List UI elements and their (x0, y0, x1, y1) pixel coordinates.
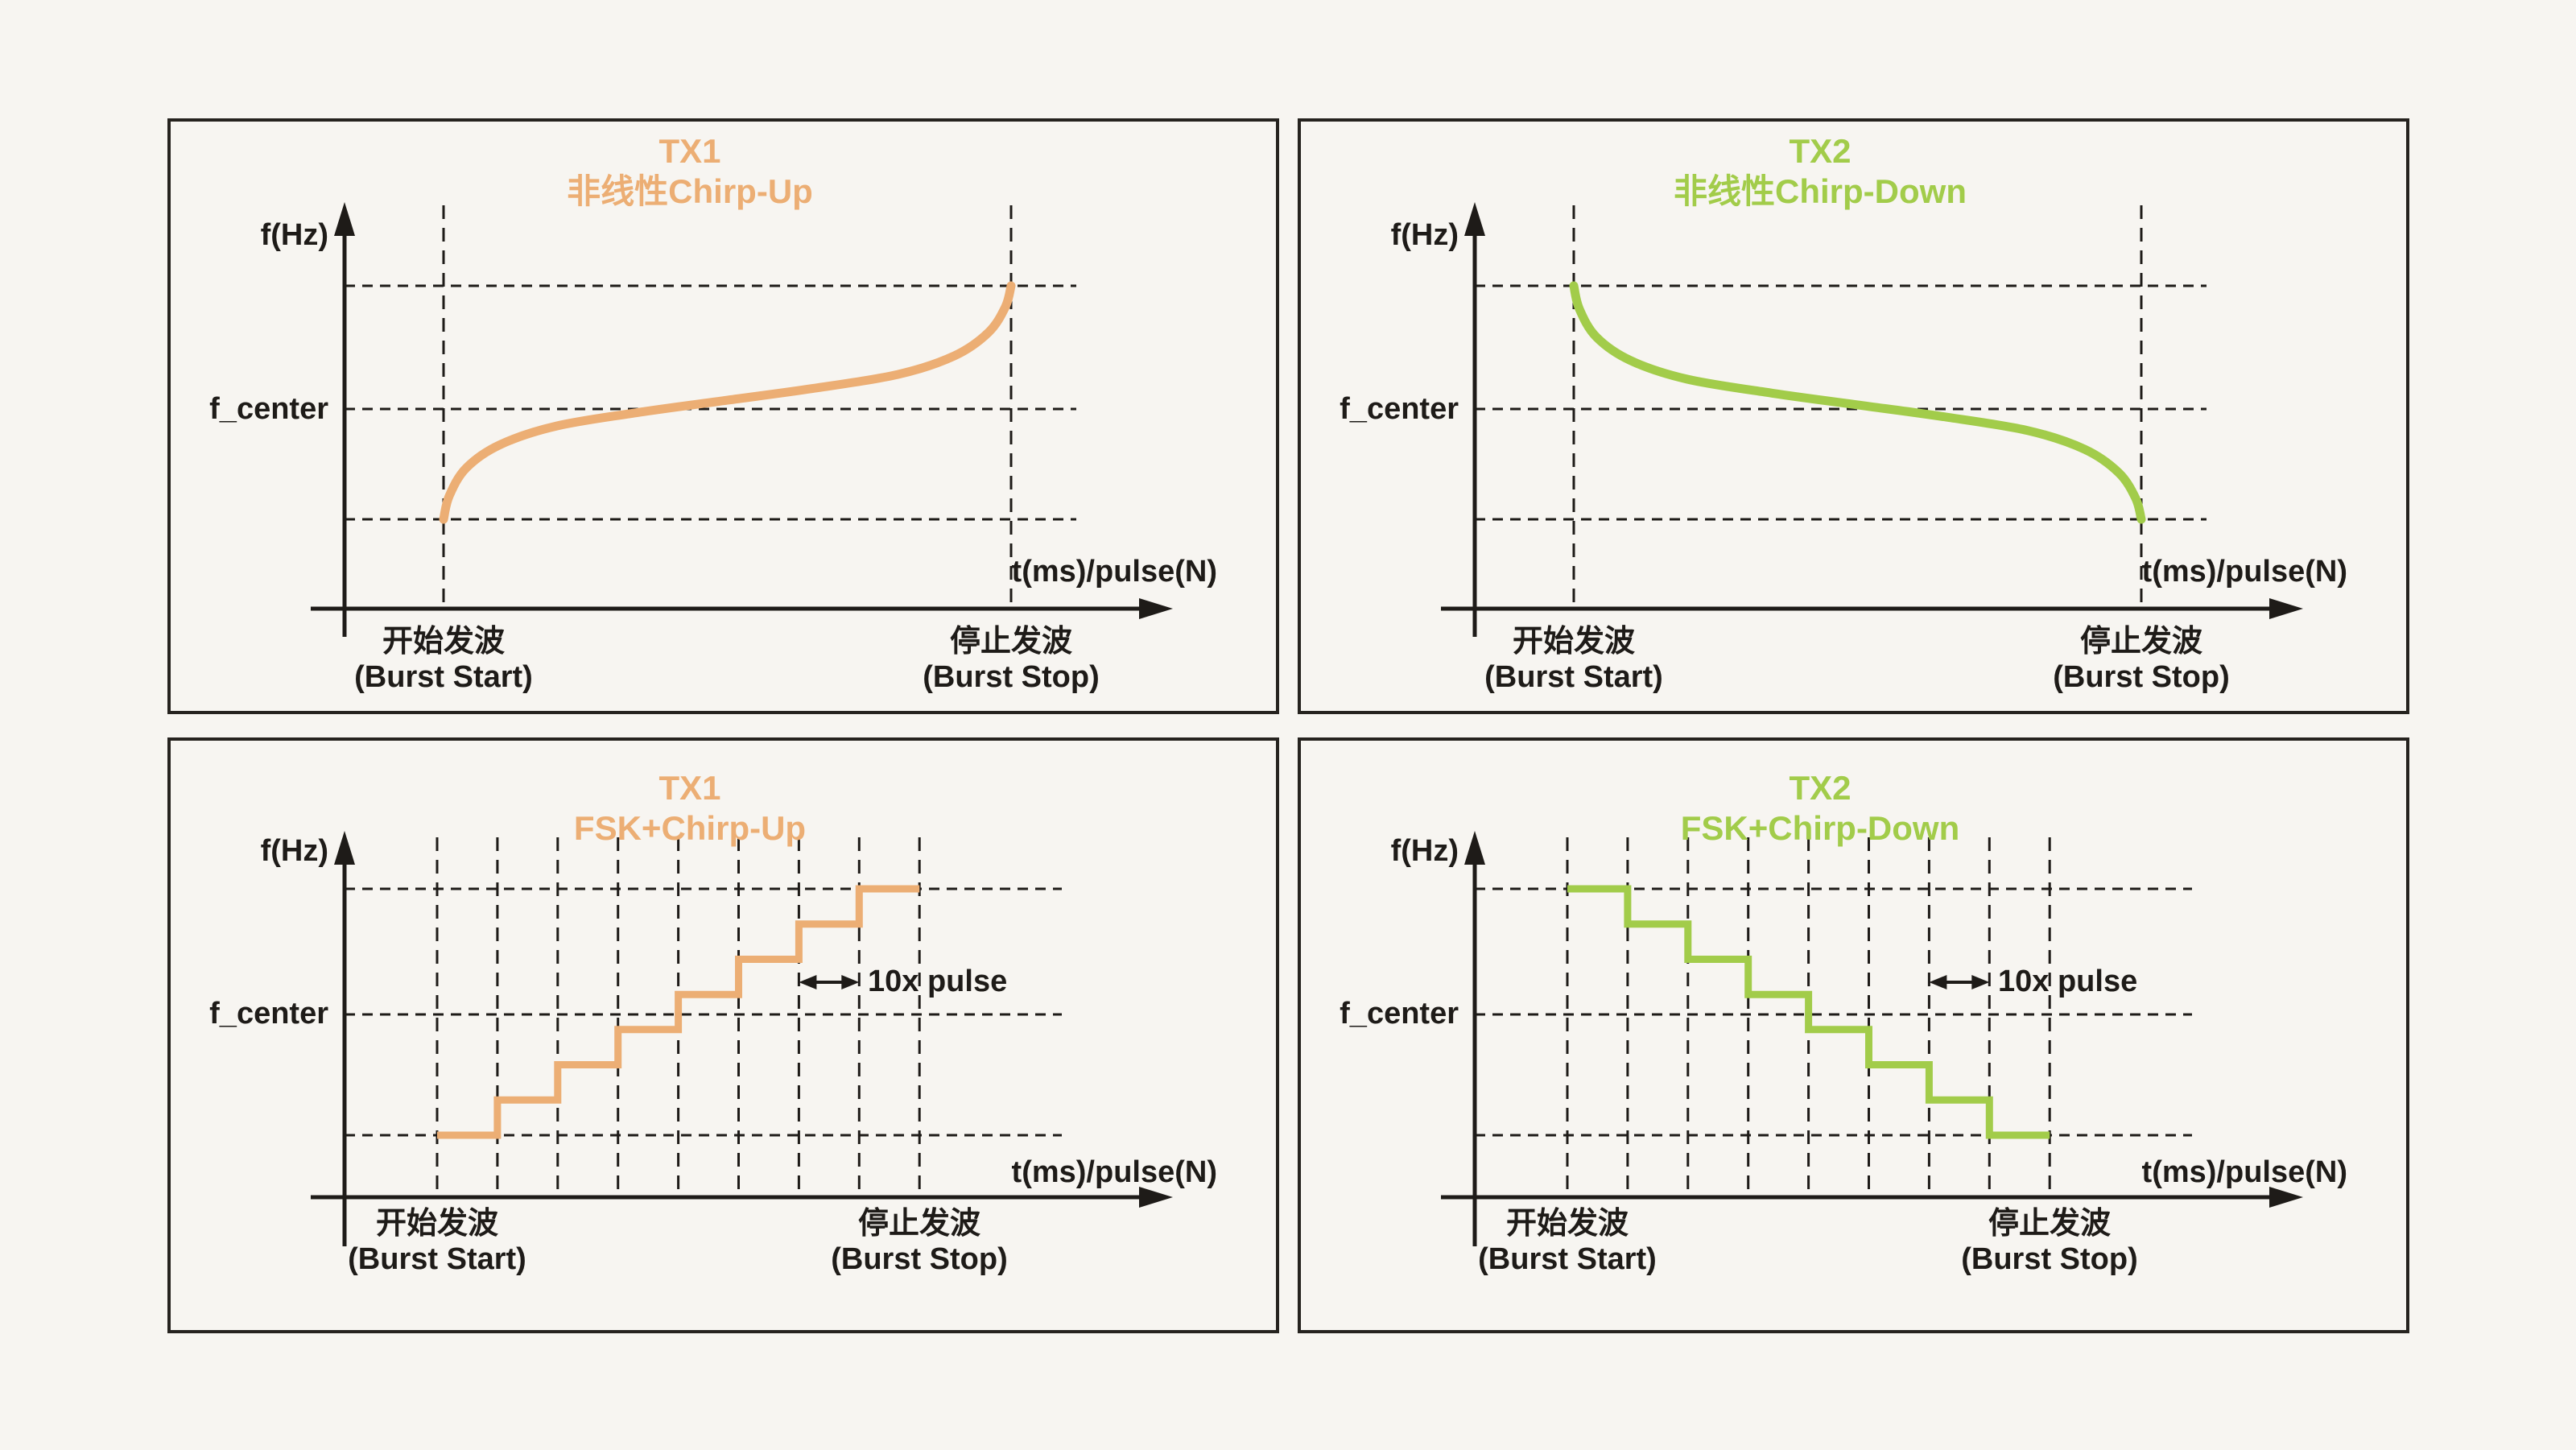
burst-start-label: 开始发波 (Burst Start) (348, 1206, 526, 1277)
panel-title-line2: FSK+Chirp-Down (1680, 809, 1960, 847)
panel-title: TX1 FSK+Chirp-Up (574, 768, 806, 849)
burst-stop-en: (Burst Stop) (923, 660, 1100, 694)
x-axis-arrow-icon (2269, 1187, 2303, 1208)
y-axis-label: f(Hz) (1390, 218, 1459, 252)
x-axis-arrow-icon (1139, 598, 1173, 619)
f-center-tick-label: f_center (1340, 392, 1459, 426)
burst-start-zh: 开始发波 (375, 1207, 498, 1241)
burst-start-en: (Burst Start) (1478, 1242, 1657, 1276)
y-axis-label: f(Hz) (1390, 834, 1459, 868)
panel-title: TX2 非线性Chirp-Down (1674, 131, 1967, 212)
panel-title-line2: 非线性Chirp-Up (567, 172, 813, 210)
burst-start-en: (Burst Start) (348, 1242, 526, 1276)
tx1-fsk-chirp-up-chart (311, 831, 1173, 1246)
burst-start-en: (Burst Start) (1484, 660, 1663, 694)
frequency-steps (437, 885, 920, 1139)
burst-stop-label: 停止发波 (Burst Stop) (2053, 624, 2230, 695)
y-axis-arrow-icon (1464, 202, 1485, 236)
burst-start-zh: 开始发波 (382, 625, 505, 659)
y-axis-arrow-icon (334, 831, 355, 865)
burst-start-en: (Burst Start) (354, 660, 533, 694)
arrow-left-icon (1929, 975, 1947, 989)
panel-tx2-fsk-chirp-down: TX2 FSK+Chirp-Down f(Hz) f_center t(ms)/… (1298, 737, 2409, 1333)
arrow-right-icon (1971, 975, 1990, 989)
tx2-fsk-chirp-down-chart (1441, 831, 2303, 1246)
x-axis-label: t(ms)/pulse(N) (2141, 1155, 2347, 1189)
arrow-left-icon (799, 975, 817, 989)
x-axis-label: t(ms)/pulse(N) (1011, 555, 1217, 589)
panel-title-line1: TX1 (658, 132, 721, 170)
burst-stop-label: 停止发波 (Burst Stop) (1961, 1206, 2138, 1277)
panel-title-line2: FSK+Chirp-Up (573, 809, 807, 847)
burst-stop-en: (Burst Stop) (2053, 660, 2230, 694)
panel-title-line1: TX1 (658, 769, 721, 807)
pulse-width-annotation: 10x pulse (1998, 965, 2138, 998)
f-center-tick-label: f_center (209, 997, 328, 1031)
burst-stop-zh: 停止发波 (2079, 625, 2202, 659)
panel-title-line2: 非线性Chirp-Down (1674, 172, 1967, 210)
y-axis-arrow-icon (1464, 831, 1485, 865)
panel-title: TX2 FSK+Chirp-Down (1681, 768, 1959, 849)
burst-start-label: 开始发波 (Burst Start) (1478, 1206, 1657, 1277)
frequency-steps (1567, 885, 2050, 1139)
burst-start-label: 开始发波 (Burst Start) (354, 624, 533, 695)
pulse-width-annotation: 10x pulse (868, 965, 1008, 998)
f-center-tick-label: f_center (1340, 997, 1459, 1031)
burst-start-zh: 开始发波 (1505, 1207, 1629, 1241)
panel-tx1-nonlinear-chirp-up: TX1 非线性Chirp-Up f(Hz) f_center t(ms)/pul… (167, 118, 1279, 714)
panel-title: TX1 非线性Chirp-Up (567, 131, 813, 212)
y-axis-label: f(Hz) (260, 218, 328, 252)
burst-start-label: 开始发波 (Burst Start) (1484, 624, 1663, 695)
tx2-nonlinear-chirp-down-chart (1441, 202, 2303, 637)
burst-stop-zh: 停止发波 (1988, 1207, 2111, 1241)
burst-stop-en: (Burst Stop) (1961, 1242, 2138, 1276)
frequency-curve (439, 281, 1016, 524)
panel-title-line1: TX2 (1789, 769, 1852, 807)
x-axis-label: t(ms)/pulse(N) (1011, 1155, 1217, 1189)
burst-stop-label: 停止发波 (Burst Stop) (831, 1206, 1008, 1277)
x-axis-arrow-icon (2269, 598, 2303, 619)
burst-start-zh: 开始发波 (1512, 625, 1635, 659)
panel-title-line1: TX2 (1789, 132, 1852, 170)
arrow-right-icon (841, 975, 860, 989)
burst-stop-zh: 停止发波 (949, 625, 1072, 659)
frequency-curve (1569, 281, 2146, 524)
panel-tx2-nonlinear-chirp-down: TX2 非线性Chirp-Down f(Hz) f_center t(ms)/p… (1298, 118, 2409, 714)
y-axis-label: f(Hz) (260, 834, 328, 868)
burst-stop-label: 停止发波 (Burst Stop) (923, 624, 1100, 695)
burst-stop-zh: 停止发波 (857, 1207, 980, 1241)
x-axis-label: t(ms)/pulse(N) (2141, 555, 2347, 589)
burst-stop-en: (Burst Stop) (831, 1242, 1008, 1276)
f-center-tick-label: f_center (209, 392, 328, 426)
x-axis-arrow-icon (1139, 1187, 1173, 1208)
tx1-nonlinear-chirp-up-chart (311, 202, 1173, 637)
panel-tx1-fsk-chirp-up: TX1 FSK+Chirp-Up f(Hz) f_center t(ms)/pu… (167, 737, 1279, 1333)
y-axis-arrow-icon (334, 202, 355, 236)
